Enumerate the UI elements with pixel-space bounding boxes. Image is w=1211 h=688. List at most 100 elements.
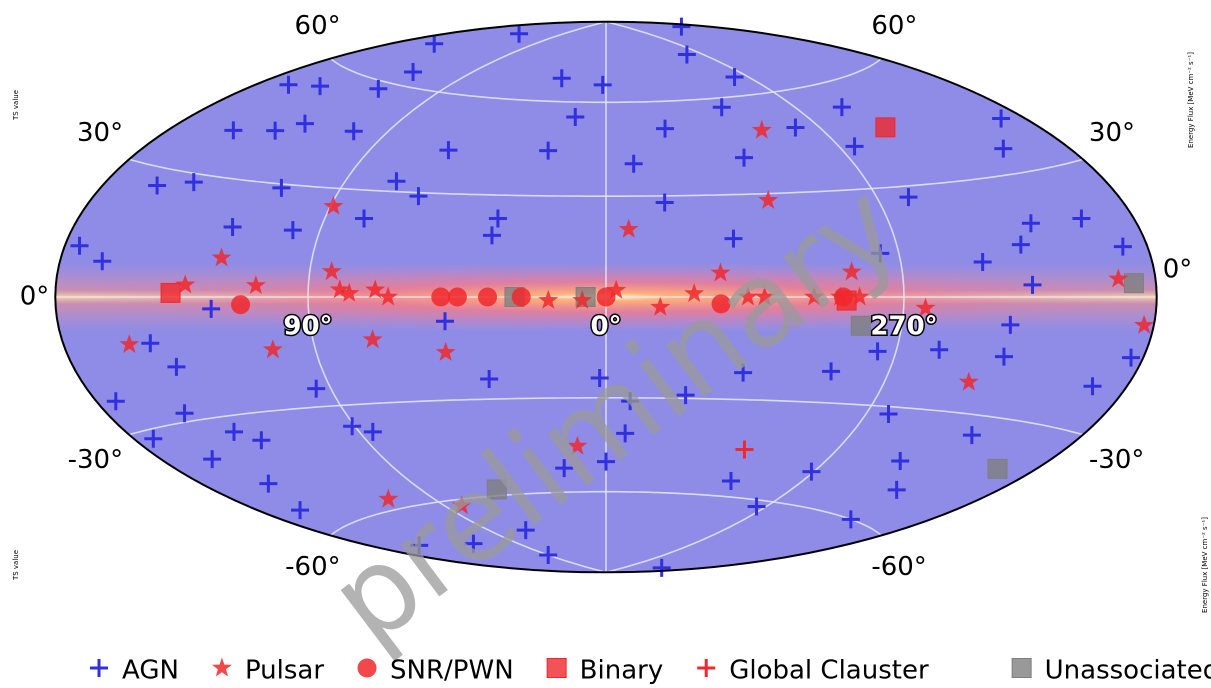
y-tick-label: 0° [20, 282, 50, 312]
y-tick-label: 30° [1089, 118, 1135, 148]
side-label: Energy Flux [MeV cm⁻² s⁻¹] [1201, 517, 1209, 613]
circle-marker [478, 287, 498, 307]
star-marker [572, 289, 593, 309]
star-marker [321, 261, 342, 281]
star-marker [365, 279, 386, 299]
plus-marker [899, 188, 918, 207]
y-tick-label: -30° [68, 445, 123, 475]
plus-marker [175, 404, 194, 423]
side-label: TS value [12, 550, 20, 581]
plus-marker [887, 480, 906, 499]
star-marker [1134, 314, 1155, 334]
plus-marker [597, 452, 615, 471]
plus-marker [279, 75, 298, 94]
plus-marker [832, 98, 851, 117]
y-tick-label: -60° [871, 552, 926, 582]
plus-marker [369, 79, 388, 98]
plus-marker [90, 659, 108, 677]
star-marker [435, 341, 456, 361]
plus-marker [291, 501, 310, 520]
plus-marker [656, 119, 675, 138]
plus-marker [224, 121, 243, 140]
plus-marker [802, 462, 821, 481]
star-marker [451, 495, 472, 515]
square-marker [850, 315, 871, 336]
circle-marker [431, 287, 451, 307]
star-marker [262, 339, 283, 359]
plus-marker [1122, 348, 1141, 367]
star-marker [684, 283, 705, 303]
plus-marker [272, 178, 291, 197]
tick-labels: -60° -60° -30° -30° 0° 0° 30° 30° 60° 60° 90° 0° 270… [20, 11, 1192, 582]
plus-marker [311, 77, 330, 96]
plus-marker [973, 253, 992, 272]
plus-marker [202, 299, 221, 318]
legend-label: Unassociated [1045, 656, 1211, 686]
side-label: Energy Flux [MeV cm⁻² s⁻¹] [1187, 52, 1195, 148]
star-marker [119, 334, 140, 353]
plus-marker [363, 422, 382, 441]
plus-marker [70, 236, 89, 255]
plus-marker [480, 369, 499, 388]
plus-marker [868, 342, 887, 361]
star-marker [567, 435, 588, 455]
side-label: TS value [12, 90, 20, 121]
sky-outline [54, 20, 1158, 574]
plus-marker [822, 362, 841, 381]
y-tick-label: -30° [1089, 445, 1144, 475]
plus-marker [652, 558, 671, 577]
plus-marker [464, 534, 483, 553]
plus-marker [539, 141, 558, 160]
circle-marker [711, 294, 731, 314]
star-marker [758, 189, 779, 209]
plus-marker [1021, 214, 1040, 233]
plus-marker [344, 122, 363, 141]
star-marker [175, 274, 196, 294]
square-marker [486, 479, 507, 500]
plus-marker [891, 452, 910, 471]
square-marker [1123, 273, 1144, 294]
y-tick-label: 60° [871, 11, 917, 41]
y-tick-label: 0° [1163, 255, 1193, 285]
plus-marker [676, 386, 695, 405]
plus-marker [624, 154, 643, 173]
plus-marker [203, 450, 222, 469]
legend-label: Global Clauster [729, 656, 929, 686]
plus-marker [141, 334, 160, 353]
legend-label: AGN [122, 656, 179, 686]
plus-marker [223, 217, 242, 236]
circle-marker [447, 287, 467, 307]
legend-label: SNR/PWN [390, 656, 514, 686]
plus-marker [409, 187, 428, 206]
plus-marker [1072, 209, 1091, 228]
plus-marker [616, 424, 635, 443]
plus-marker [994, 139, 1013, 158]
legend: AGN Pulsar SNR/PWN Binary Global Clauster Una… [90, 656, 1211, 686]
square-marker [546, 658, 567, 678]
plus-marker [93, 252, 112, 271]
plus-marker [1083, 377, 1102, 396]
square-marker [160, 282, 181, 303]
plus-marker [721, 472, 740, 491]
plus-marker [566, 107, 585, 126]
plus-marker [510, 24, 529, 43]
x-tick-label: 90° [283, 312, 332, 342]
star-marker [378, 286, 399, 306]
star-marker [710, 262, 731, 282]
plus-marker [712, 98, 731, 117]
plus-marker [539, 546, 558, 565]
plus-marker [295, 114, 314, 133]
star-marker [538, 289, 559, 309]
plus-marker [962, 426, 981, 445]
plus-marker [871, 244, 890, 263]
plus-marker [555, 459, 574, 478]
star-marker [211, 247, 232, 267]
plus-marker [879, 404, 898, 423]
plus-marker [184, 173, 203, 192]
plus-marker [259, 474, 278, 493]
plus-marker [283, 221, 302, 240]
plus-marker [307, 379, 326, 398]
plus-marker [593, 75, 612, 94]
